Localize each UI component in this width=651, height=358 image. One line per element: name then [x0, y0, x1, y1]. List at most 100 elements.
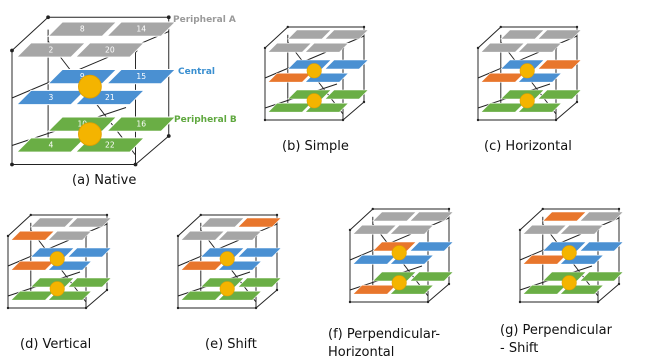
tile: [537, 29, 582, 40]
core: [49, 251, 65, 267]
tile: [537, 89, 582, 100]
frame-node: [286, 25, 289, 29]
tile: [579, 271, 624, 282]
core: [519, 63, 535, 79]
frame-node: [371, 207, 374, 211]
core: [391, 275, 407, 291]
tile: [324, 59, 369, 70]
layer-label: Central: [178, 67, 215, 77]
core: [561, 275, 577, 291]
tile: [522, 224, 567, 235]
layer-label: Peripheral B: [174, 115, 237, 125]
tile: [542, 211, 587, 222]
caption: - Shift: [500, 341, 538, 356]
tile: [46, 21, 118, 37]
frame-node: [518, 300, 522, 304]
tile: [372, 211, 417, 222]
core: [519, 93, 535, 109]
frame-node: [263, 46, 267, 50]
core: [306, 63, 322, 79]
tile: [74, 42, 146, 58]
tile-number: 9: [80, 72, 85, 81]
frame-line: [342, 101, 365, 121]
frame-node: [275, 288, 279, 292]
tile: [30, 217, 75, 228]
frame-node: [10, 162, 14, 167]
tile-number: 14: [136, 25, 146, 34]
tile: [237, 217, 282, 228]
frame-node: [166, 15, 171, 20]
frame-node: [518, 228, 522, 232]
tile: [105, 21, 177, 37]
tile: [180, 260, 225, 271]
frame-node: [29, 213, 32, 217]
tile: [200, 217, 245, 228]
tile: [67, 247, 112, 258]
frame-node: [426, 300, 430, 304]
tile: [287, 29, 332, 40]
tile: [180, 230, 225, 241]
caption: (a) Native: [72, 173, 136, 188]
frame-node: [348, 228, 352, 232]
frame-line: [7, 214, 32, 237]
frame-node: [617, 282, 621, 286]
tile: [352, 284, 397, 295]
frame-line: [555, 101, 578, 121]
caption: (g) Perpendicular: [500, 323, 613, 338]
tile-number: 20: [105, 46, 115, 55]
tile: [10, 290, 55, 301]
tile: [480, 102, 525, 113]
tile-number: 10: [77, 120, 87, 129]
tile: [522, 284, 567, 295]
core: [561, 245, 577, 261]
tile: [267, 42, 312, 53]
tile: [352, 224, 397, 235]
tile: [324, 89, 369, 100]
frame-node: [348, 300, 352, 304]
frame-line: [264, 26, 289, 49]
frame-node: [10, 48, 14, 53]
frame-node: [166, 134, 171, 138]
tile: [480, 72, 525, 83]
core: [78, 122, 102, 146]
core: [391, 245, 407, 261]
frame-node: [362, 25, 366, 29]
tile-number: 21: [105, 93, 115, 102]
frame-line: [85, 289, 108, 309]
tile: [180, 290, 225, 301]
tile-number: 4: [49, 141, 54, 150]
frame-node: [541, 207, 544, 211]
tile-number: 8: [80, 25, 85, 34]
tile: [409, 241, 454, 252]
frame-node: [6, 306, 10, 310]
tile: [537, 59, 582, 70]
frame-line: [255, 289, 278, 309]
tile: [105, 69, 177, 85]
frame-node: [447, 282, 451, 286]
caption: (c) Horizontal: [484, 139, 572, 154]
frame-node: [499, 25, 502, 29]
cube: [518, 207, 624, 304]
cube: 8 14 2 20 9 15 3 21 10 16 4 22: [10, 15, 177, 167]
tile: [324, 29, 369, 40]
frame-node: [575, 100, 579, 104]
tile: [217, 230, 263, 241]
tile-number: 16: [136, 120, 146, 129]
tile: [15, 137, 87, 153]
core: [78, 74, 102, 99]
frame-node: [341, 118, 345, 122]
tile: [389, 224, 435, 235]
frame-line: [135, 135, 170, 165]
tile: [409, 271, 454, 282]
caption: (d) Vertical: [20, 337, 91, 352]
tile: [15, 42, 87, 58]
frame-node: [617, 207, 621, 211]
tile-number: 22: [105, 141, 115, 150]
frame-line: [519, 208, 544, 231]
frame-node: [199, 213, 202, 217]
tile: [352, 254, 397, 265]
frame-node: [447, 207, 451, 211]
layer-label: Peripheral A: [173, 15, 236, 25]
tile: [579, 241, 624, 252]
